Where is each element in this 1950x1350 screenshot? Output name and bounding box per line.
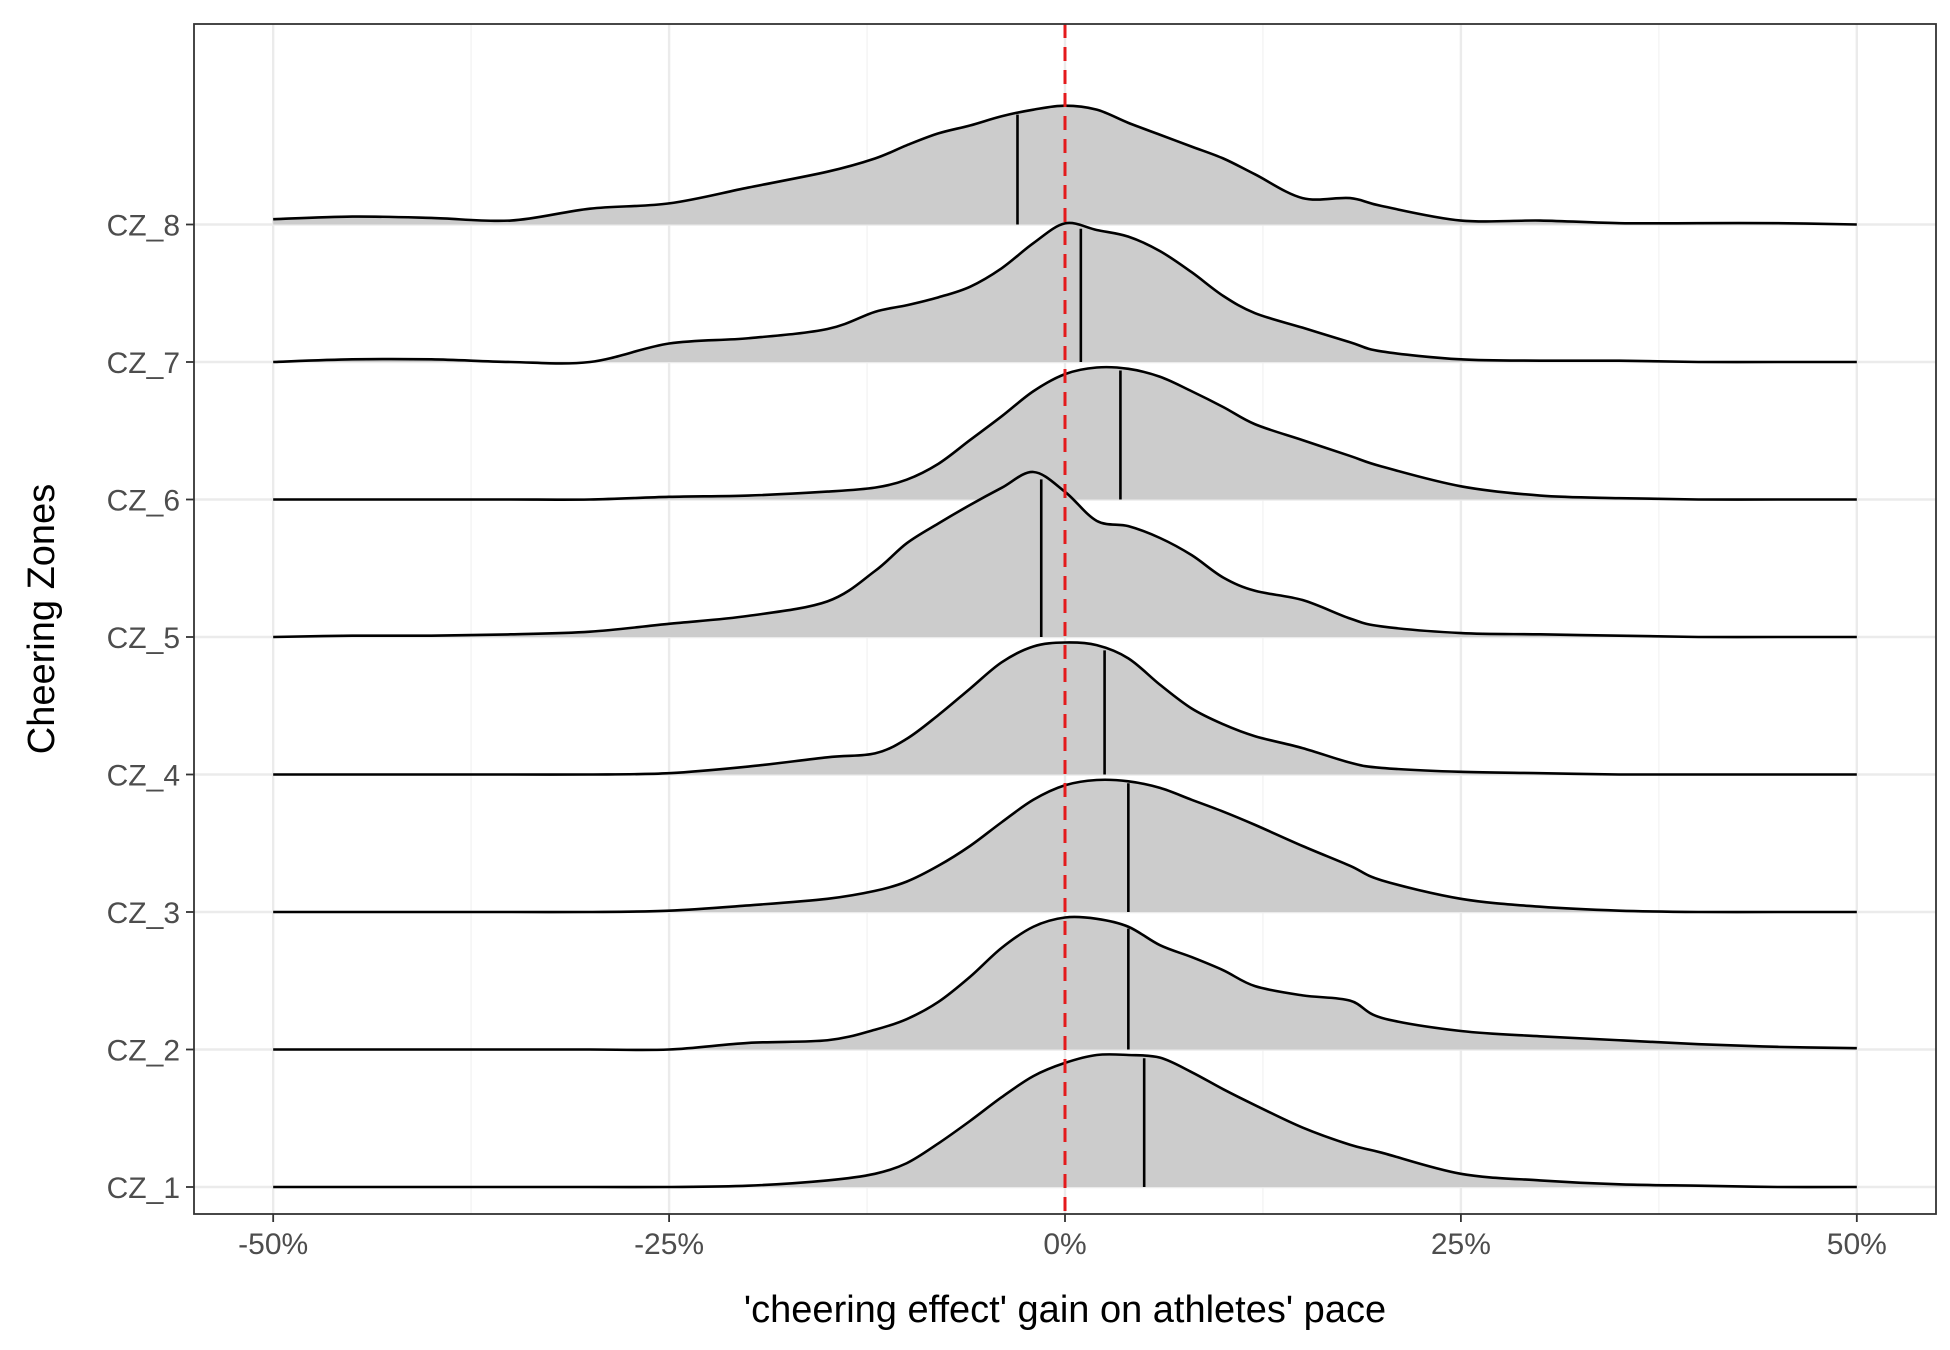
x-tick-label: -25% bbox=[634, 1228, 704, 1261]
y-tick-label: CZ_2 bbox=[107, 1035, 180, 1068]
x-tick-label: 50% bbox=[1827, 1228, 1887, 1261]
ridge-area bbox=[273, 367, 1857, 500]
ridge-outline bbox=[273, 365, 1857, 501]
y-tick-label: CZ_1 bbox=[107, 1172, 180, 1205]
y-tick-label: CZ_6 bbox=[107, 485, 180, 518]
ridge-outline bbox=[273, 915, 1857, 1052]
ridge-outline bbox=[273, 641, 1857, 776]
y-tick-label: CZ_4 bbox=[107, 760, 180, 793]
y-tick-label: CZ_3 bbox=[107, 897, 180, 930]
y-axis-title: Cheering Zones bbox=[21, 484, 63, 754]
ridge-area bbox=[273, 642, 1857, 775]
ridge-CZ_6 bbox=[273, 365, 1857, 501]
ridge-outline bbox=[273, 221, 1857, 365]
x-tick-label: -50% bbox=[238, 1228, 308, 1261]
ridge-CZ_7 bbox=[273, 221, 1857, 365]
axes: -50% -25% 0% 25% 50% CZ_1 CZ_2 CZ_3 CZ_4 CZ_5 CZ_6… bbox=[107, 23, 1937, 1261]
ridge-outline bbox=[273, 470, 1857, 639]
ridge-area bbox=[273, 222, 1857, 364]
ridge-CZ_4 bbox=[273, 641, 1857, 776]
y-tick-label: CZ_7 bbox=[107, 347, 180, 380]
ridge-CZ_2 bbox=[273, 915, 1857, 1052]
x-tick-label: 0% bbox=[1043, 1228, 1086, 1261]
ridge-CZ_1 bbox=[273, 1053, 1857, 1189]
y-tick-label: CZ_8 bbox=[107, 210, 180, 243]
ridge-area bbox=[273, 916, 1857, 1050]
y-tick-label: CZ_5 bbox=[107, 622, 180, 655]
ridge-outline bbox=[273, 1053, 1857, 1189]
ridge-area bbox=[273, 779, 1857, 913]
ridge-outline bbox=[273, 778, 1857, 914]
ridge-area bbox=[273, 1054, 1857, 1188]
x-tick-label: 25% bbox=[1431, 1228, 1491, 1261]
ridge-outline bbox=[273, 104, 1857, 226]
ridge-CZ_3 bbox=[273, 778, 1857, 914]
x-axis-title: 'cheering effect' gain on athletes' pace bbox=[744, 1289, 1386, 1331]
